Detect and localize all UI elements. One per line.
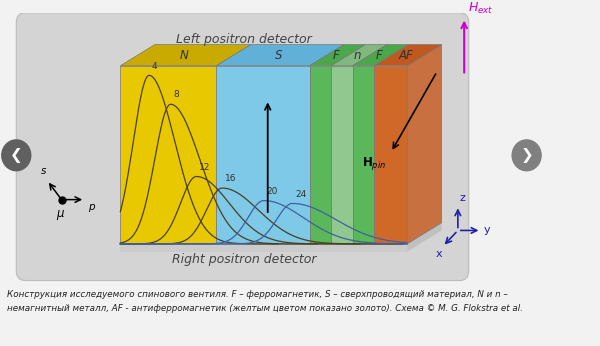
Text: 24: 24 [295, 190, 307, 199]
Polygon shape [331, 66, 353, 244]
Polygon shape [121, 201, 407, 252]
Text: Right positron detector: Right positron detector [172, 253, 317, 266]
Polygon shape [310, 66, 331, 244]
Text: S: S [275, 49, 282, 62]
Polygon shape [407, 179, 442, 252]
Text: z: z [460, 193, 466, 203]
Text: s: s [41, 165, 46, 175]
Polygon shape [353, 66, 374, 244]
Polygon shape [331, 45, 387, 66]
Text: $H_{ext}$: $H_{ext}$ [468, 1, 493, 16]
Text: 12: 12 [199, 163, 211, 172]
Polygon shape [407, 45, 442, 244]
Text: p: p [88, 201, 94, 211]
Polygon shape [121, 45, 251, 66]
Circle shape [2, 140, 31, 171]
Text: ❮: ❮ [10, 148, 23, 163]
Text: F: F [332, 49, 339, 62]
Text: 20: 20 [266, 187, 278, 196]
Text: 16: 16 [225, 174, 236, 183]
Polygon shape [217, 66, 310, 244]
Circle shape [512, 140, 541, 171]
Text: немагнитный металл, AF - антиферромагнетик (желтым цветом показано золото). Схем: немагнитный металл, AF - антиферромагнет… [7, 304, 523, 313]
Polygon shape [217, 45, 344, 66]
Text: AF: AF [399, 49, 413, 62]
Text: F: F [376, 49, 382, 62]
Text: ❯: ❯ [520, 148, 533, 163]
FancyBboxPatch shape [16, 13, 469, 281]
Text: $\mathbf{H}_{pin}$: $\mathbf{H}_{pin}$ [362, 155, 386, 172]
Text: Left positron detector: Left positron detector [176, 33, 312, 46]
Text: x: x [436, 249, 442, 259]
Polygon shape [121, 66, 217, 244]
Text: y: y [483, 226, 490, 235]
Polygon shape [310, 45, 365, 66]
Polygon shape [353, 45, 409, 66]
Text: 4: 4 [152, 62, 157, 71]
Text: Конструкция исследуемого спинового вентиля. F – ферромагнетик, S – сверхпроводящ: Конструкция исследуемого спинового венти… [7, 290, 508, 299]
Text: N: N [179, 49, 188, 62]
Text: 8: 8 [173, 90, 179, 99]
Polygon shape [374, 66, 407, 244]
Text: $\mu$: $\mu$ [56, 208, 65, 222]
Text: n: n [353, 49, 361, 62]
Polygon shape [374, 45, 442, 66]
